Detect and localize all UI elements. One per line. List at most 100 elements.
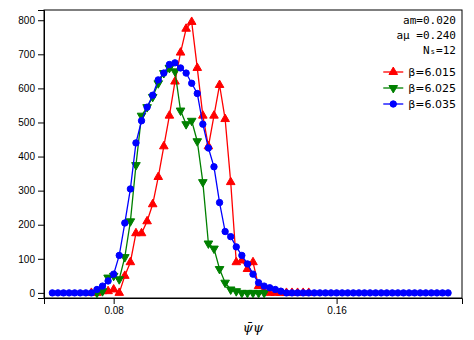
data-point bbox=[148, 199, 157, 206]
y-tick: 0 bbox=[29, 288, 44, 299]
y-tick-label: 300 bbox=[18, 185, 35, 196]
data-point bbox=[250, 271, 256, 277]
legend-label: β=6.015 bbox=[408, 66, 456, 79]
data-point bbox=[182, 122, 191, 129]
x-tick: 0.16 bbox=[327, 298, 347, 316]
legend-marker bbox=[390, 101, 396, 107]
y-axis: 0 100 200 300 400 500 600 700 800 bbox=[18, 11, 44, 299]
x-tick-label: 0.08 bbox=[104, 305, 124, 316]
data-point bbox=[155, 77, 161, 83]
data-point bbox=[99, 283, 105, 289]
data-point bbox=[165, 111, 174, 118]
data-point bbox=[137, 228, 146, 235]
data-point bbox=[143, 216, 152, 223]
data-point bbox=[199, 180, 208, 187]
data-point bbox=[222, 228, 228, 234]
data-point bbox=[205, 145, 211, 151]
legend-marker bbox=[389, 86, 398, 93]
data-point bbox=[233, 244, 239, 250]
data-point bbox=[193, 63, 202, 70]
chart: 0.08 0.16 0 100 200 300 400 500 600 700 800 ψ̄ψ am=0… bbox=[0, 0, 474, 340]
data-point bbox=[149, 92, 155, 98]
data-point bbox=[239, 252, 245, 258]
plot-area bbox=[49, 17, 451, 298]
data-point bbox=[176, 48, 185, 55]
y-tick: 400 bbox=[18, 151, 44, 162]
data-point bbox=[189, 80, 195, 86]
data-point bbox=[161, 70, 167, 76]
y-tick-label: 100 bbox=[18, 254, 35, 265]
x-tick-mark bbox=[337, 298, 338, 304]
y-tick-mark bbox=[38, 122, 44, 123]
legend-item: β=6.025 bbox=[383, 82, 456, 95]
y-tick-mark bbox=[38, 259, 44, 260]
data-point bbox=[105, 278, 111, 284]
legend: β=6.015 β=6.025 β=6.035 bbox=[383, 66, 456, 111]
data-point bbox=[244, 261, 250, 267]
y-tick-mark bbox=[38, 54, 44, 55]
y-tick-mark bbox=[38, 293, 44, 294]
data-point bbox=[133, 140, 139, 146]
x-axis: 0.08 0.16 bbox=[45, 298, 463, 316]
series-markers bbox=[93, 65, 269, 297]
legend-item: β=6.035 bbox=[383, 98, 456, 111]
y-tick: 200 bbox=[18, 219, 44, 230]
y-tick-label: 400 bbox=[18, 151, 35, 162]
data-point bbox=[127, 186, 133, 192]
data-point bbox=[211, 164, 217, 170]
series-line bbox=[91, 22, 308, 293]
y-tick: 100 bbox=[18, 254, 44, 265]
y-tick: 500 bbox=[18, 117, 44, 128]
y-tick: 700 bbox=[18, 49, 44, 60]
annotation-line: aμ =0.240 bbox=[396, 29, 456, 42]
series-line bbox=[97, 68, 264, 293]
data-point bbox=[109, 285, 118, 292]
annotation: am=0.020 aμ =0.240 Nₛ=12 bbox=[396, 14, 456, 57]
data-point bbox=[215, 267, 224, 274]
data-point bbox=[122, 220, 128, 226]
y-tick-label: 800 bbox=[18, 15, 35, 26]
plot-frame bbox=[44, 10, 462, 298]
data-point bbox=[199, 111, 208, 118]
y-tick: 800 bbox=[18, 15, 44, 26]
data-point bbox=[187, 17, 196, 24]
data-point bbox=[260, 290, 269, 297]
legend-marker bbox=[389, 67, 398, 74]
data-point bbox=[143, 105, 152, 112]
data-point bbox=[194, 90, 200, 96]
data-point bbox=[445, 290, 451, 296]
data-point bbox=[216, 199, 222, 205]
y-tick-mark bbox=[38, 191, 44, 192]
data-point bbox=[160, 141, 169, 148]
data-point bbox=[187, 118, 196, 125]
data-point bbox=[115, 277, 124, 284]
y-tick-mark bbox=[38, 88, 44, 89]
annotation-line: am=0.020 bbox=[403, 14, 456, 27]
y-tick-label: 600 bbox=[18, 83, 35, 94]
data-point bbox=[200, 121, 206, 127]
data-point bbox=[193, 139, 202, 146]
x-axis-title: ψ̄ψ bbox=[243, 320, 264, 335]
data-point bbox=[144, 104, 150, 110]
annotation-line: Nₛ=12 bbox=[423, 44, 456, 57]
y-tick-mark bbox=[38, 20, 44, 21]
data-point bbox=[176, 108, 185, 115]
y-axis-line bbox=[38, 11, 45, 299]
x-tick-label: 0.16 bbox=[327, 305, 347, 316]
data-point bbox=[171, 77, 180, 84]
y-tick: 600 bbox=[18, 83, 44, 94]
data-point bbox=[221, 114, 230, 121]
y-tick-mark bbox=[38, 225, 44, 226]
legend-label: β=6.025 bbox=[408, 82, 456, 95]
series-markers bbox=[49, 60, 451, 296]
data-point bbox=[116, 252, 122, 258]
data-point bbox=[138, 118, 144, 124]
data-point bbox=[210, 246, 219, 253]
y-tick-label: 500 bbox=[18, 117, 35, 128]
x-tick-mark bbox=[114, 298, 115, 304]
legend-item: β=6.015 bbox=[383, 66, 456, 79]
data-point bbox=[228, 233, 234, 239]
y-tick-mark bbox=[38, 157, 44, 158]
data-point bbox=[215, 80, 224, 87]
data-point bbox=[115, 288, 124, 295]
